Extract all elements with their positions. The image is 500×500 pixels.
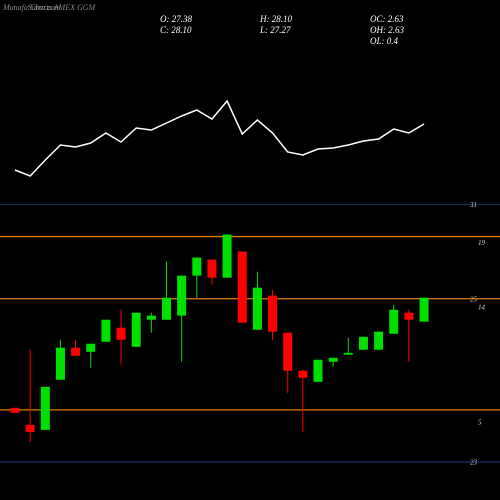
candle-body [404,312,414,320]
candle-body [268,295,278,332]
candle-body [86,343,96,352]
candle-body [358,336,368,350]
candle-body [328,357,338,362]
candle-body [283,332,293,371]
candle-body [71,347,81,356]
level-label: 23 [470,459,478,467]
ohlc-stat: L: 27.27 [259,25,291,35]
candle-body [207,259,217,278]
candle-body [252,287,262,330]
candle-body [298,370,308,378]
candle-body [101,319,111,342]
chart-title: Charts AMEX GGM [30,3,97,12]
candle-body [389,309,399,334]
watermark: MunafaSutra.com [2,3,61,12]
candle-body [55,347,65,380]
candle-body [222,234,232,278]
candle-body [10,407,20,413]
ohlc-stat: O: 27.38 [160,14,192,24]
y-tick-label: 14 [478,303,486,311]
candle-body [374,331,384,350]
ohlc-stat: OH: 2.63 [370,25,404,35]
candle-body [237,251,247,323]
ohlc-stat: OC: 2.63 [370,14,404,24]
ohlc-stat: H: 28.10 [259,14,292,24]
candle-body [343,352,353,355]
level-label: 25 [470,295,478,303]
ohlc-stat: OL: 0.4 [370,36,399,46]
candle-body [25,424,35,432]
y-tick-label: 19 [478,239,486,247]
candle-body [40,386,50,430]
candle-body [162,297,171,320]
y-tick-label: 5 [478,419,482,427]
candle-body [131,312,141,347]
candle-body [146,315,156,320]
ohlc-stat: C: 28.10 [160,25,192,35]
indicator-line [14,99,425,177]
candle-body [177,275,187,316]
candle-body [116,327,126,340]
level-label: 31 [469,201,477,209]
candle-body [192,257,202,276]
candle-body [313,359,323,382]
candle-body [419,297,429,322]
